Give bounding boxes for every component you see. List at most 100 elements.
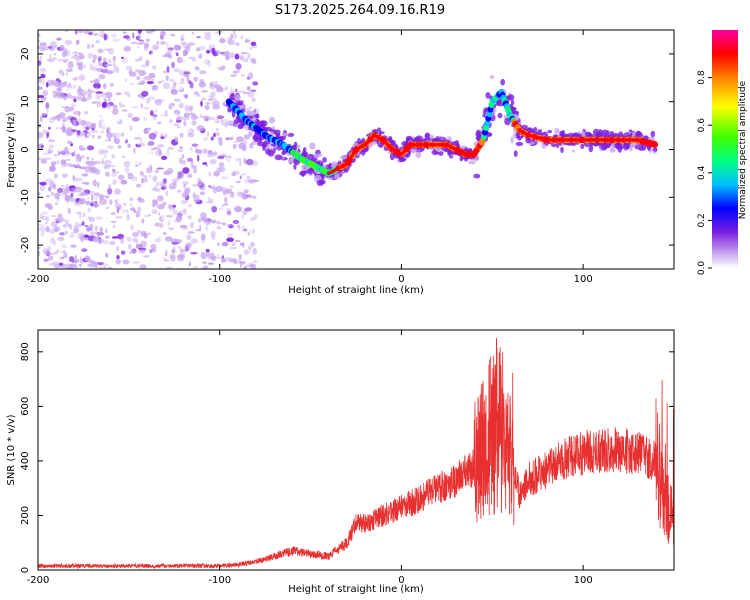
noise-speckle — [160, 246, 166, 252]
noise-speckle — [207, 131, 210, 137]
noise-speckle — [82, 96, 86, 102]
noise-speckle — [245, 158, 254, 166]
noise-speckle — [145, 151, 153, 157]
snr-y-label: SNR (10 * v/v) — [6, 414, 17, 485]
noise-speckle — [210, 91, 216, 98]
noise-speckle — [224, 121, 228, 128]
noise-speckle — [175, 119, 182, 123]
noise-speckle — [38, 60, 42, 66]
noise-speckle — [138, 56, 143, 61]
noise-speckle — [231, 225, 236, 228]
ridge-halo — [618, 143, 624, 150]
noise-speckle — [233, 143, 238, 149]
noise-speckle — [143, 255, 149, 258]
noise-speckle — [84, 255, 91, 262]
noise-speckle — [57, 236, 65, 242]
noise-speckle — [607, 228, 611, 235]
noise-speckle — [429, 245, 435, 251]
noise-speckle — [285, 69, 290, 72]
noise-speckle — [173, 98, 181, 102]
ridge-halo — [429, 134, 434, 139]
noise-speckle — [355, 165, 359, 169]
noise-speckle — [52, 92, 58, 99]
noise-speckle — [106, 70, 113, 75]
noise-speckle — [115, 216, 123, 219]
ridge-halo — [281, 132, 289, 137]
noise-speckle — [184, 139, 187, 142]
noise-speckle — [46, 82, 49, 88]
noise-speckle — [146, 30, 154, 34]
x-tick-label: -200 — [27, 575, 50, 586]
noise-speckle — [121, 56, 124, 60]
noise-speckle — [89, 167, 96, 174]
noise-speckle — [216, 253, 220, 260]
noise-speckle — [551, 262, 556, 269]
noise-speckle — [347, 32, 350, 38]
noise-speckle — [224, 50, 230, 58]
noise-speckle — [60, 116, 68, 120]
noise-speckle — [152, 114, 158, 118]
noise-speckle — [553, 187, 559, 190]
noise-speckle — [135, 183, 142, 188]
noise-speckle — [225, 86, 228, 91]
noise-speckle — [75, 156, 82, 160]
noise-speckle — [266, 207, 269, 212]
noise-speckle — [63, 95, 67, 101]
noise-speckle — [387, 127, 392, 134]
noise-speckle — [173, 123, 180, 127]
noise-speckle — [158, 212, 161, 216]
noise-speckle — [164, 253, 167, 257]
noise-speckle — [194, 66, 200, 71]
spectrogram-y-label: Frequency (Hz) — [6, 112, 17, 188]
noise-speckle — [230, 74, 237, 77]
noise-speckle — [41, 168, 47, 172]
noise-speckle — [236, 191, 243, 196]
noise-speckle — [208, 262, 214, 265]
noise-speckle — [52, 90, 58, 94]
noise-speckle — [616, 155, 619, 160]
noise-speckle — [191, 31, 195, 35]
noise-speckle — [207, 196, 211, 201]
noise-speckle — [239, 55, 245, 61]
noise-speckle — [145, 114, 148, 121]
noise-speckle — [92, 54, 98, 61]
noise-speckle — [475, 161, 479, 167]
ridge-halo — [632, 131, 637, 137]
noise-speckle — [497, 207, 502, 211]
noise-speckle — [112, 108, 119, 115]
noise-speckle — [97, 135, 100, 140]
noise-speckle — [137, 230, 141, 234]
noise-speckle — [222, 65, 226, 70]
ridge-halo — [572, 133, 580, 137]
noise-speckle — [61, 58, 69, 63]
noise-speckle — [620, 225, 625, 231]
noise-speckle — [434, 264, 439, 267]
noise-speckle — [57, 213, 63, 220]
noise-speckle — [550, 254, 556, 258]
noise-speckle — [174, 220, 179, 226]
noise-speckle — [133, 147, 136, 154]
ridge-halo — [485, 92, 491, 99]
ridge-halo — [635, 131, 643, 138]
noise-speckle — [218, 139, 223, 146]
noise-speckle — [74, 53, 78, 57]
noise-speckle — [169, 78, 175, 83]
noise-speckle — [93, 231, 100, 235]
noise-speckle — [316, 204, 322, 209]
noise-speckle — [323, 210, 329, 215]
noise-speckle — [517, 165, 522, 169]
noise-speckle — [92, 179, 97, 187]
noise-speckle — [138, 33, 142, 40]
noise-speckle — [64, 39, 73, 46]
noise-speckle — [161, 215, 168, 222]
noise-speckle — [103, 97, 107, 103]
noise-speckle — [190, 251, 198, 255]
noise-speckle — [65, 130, 73, 137]
noise-speckle — [181, 78, 184, 82]
noise-speckle — [114, 202, 122, 209]
noise-speckle — [73, 110, 81, 115]
noise-speckle — [38, 33, 41, 37]
noise-speckle — [178, 102, 184, 109]
noise-speckle — [200, 233, 206, 241]
noise-speckle — [38, 63, 41, 67]
